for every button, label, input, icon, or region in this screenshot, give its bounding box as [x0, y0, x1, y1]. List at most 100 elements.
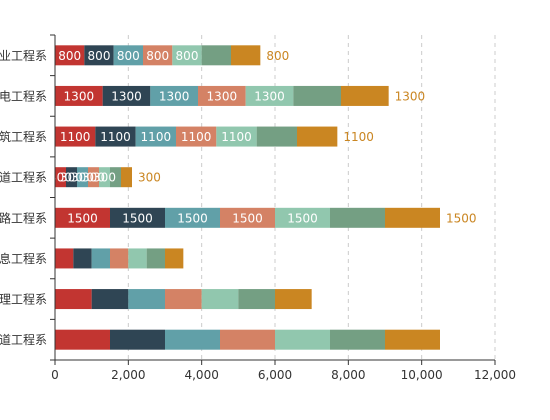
segment-label: 800	[117, 49, 140, 63]
bar-segment	[128, 289, 165, 310]
x-tick-label: 0	[51, 368, 59, 382]
bar-segment	[150, 85, 198, 106]
bar-segment	[238, 289, 275, 310]
y-tick-label: 路工程系	[0, 210, 47, 225]
x-tick-labels: 0 2,000 4,000 6,000 8,000 10,000 12,000	[51, 368, 516, 382]
bar-segment	[110, 207, 165, 228]
bar-segment	[220, 329, 275, 350]
bar-segment	[113, 45, 143, 66]
bar-segment	[201, 289, 239, 310]
segment-label: 1100	[181, 130, 212, 144]
end-labels: 1500 300 1100 1300 800	[138, 49, 477, 226]
bar-segment	[330, 329, 385, 350]
segment-label: 1300	[159, 89, 190, 103]
bar-segment	[135, 126, 176, 147]
bar-segment	[102, 85, 151, 106]
segment-label: 1300	[111, 89, 142, 103]
segment-label: 300	[93, 171, 116, 185]
end-label: 1100	[343, 130, 374, 144]
bar-segment	[66, 167, 77, 188]
x-tick-label: 12,000	[474, 368, 516, 382]
bar-segment	[143, 45, 173, 66]
y-tick-label: 道工程系	[0, 170, 47, 185]
bar-segment	[165, 207, 220, 228]
bar-segment	[95, 126, 136, 147]
bar-segment	[73, 248, 92, 269]
bar-segment	[110, 329, 165, 350]
bar-segment	[220, 207, 275, 228]
bar-segment	[297, 126, 338, 147]
y-tick-label: 业工程系	[0, 48, 47, 63]
bar-segment	[201, 45, 231, 66]
y-tick-label: 筑工程系	[0, 129, 47, 144]
bar-segment	[91, 289, 129, 310]
bar-segment	[146, 248, 165, 269]
bar-segment	[256, 126, 297, 147]
bar-segment	[99, 167, 110, 188]
end-label: 1300	[395, 89, 426, 103]
x-tick-label: 10,000	[401, 368, 443, 382]
bar-segment	[293, 85, 341, 106]
bar-segment	[55, 207, 110, 228]
segment-label: 800	[176, 49, 199, 63]
bar-segment	[165, 289, 202, 310]
segment-label: 800	[146, 49, 169, 63]
segment-label: 1100	[60, 130, 91, 144]
bar-segment	[341, 85, 389, 106]
end-label: 800	[266, 49, 289, 63]
segment-label: 1500	[232, 211, 263, 225]
segment-label: 300	[60, 171, 83, 185]
x-tick-label: 4,000	[184, 368, 218, 382]
segment-label: 1100	[100, 130, 131, 144]
bar-segment	[275, 289, 312, 310]
bar-segment	[275, 329, 330, 350]
bar-segment	[275, 207, 330, 228]
bar-segment	[88, 167, 99, 188]
y-tick-label: 电工程系	[0, 88, 47, 103]
axes	[50, 34, 496, 365]
bar-segment	[55, 45, 85, 66]
y-tick-label: 道工程系	[0, 332, 47, 347]
y-tick-label: 理工程系	[0, 292, 47, 307]
segment-label: 300	[82, 171, 105, 185]
bar-segment	[245, 85, 294, 106]
bar-segment	[385, 207, 440, 228]
x-tick-label: 8,000	[331, 368, 365, 382]
bar-segment	[176, 126, 217, 147]
segment-label: 1100	[221, 130, 252, 144]
bar-segment	[231, 45, 261, 66]
bar-segment	[385, 329, 440, 350]
bar-segment	[55, 167, 66, 188]
segment-label: 300	[71, 171, 94, 185]
bar-segment	[84, 45, 114, 66]
x-tick-label: 6,000	[258, 368, 292, 382]
bar-segment	[55, 289, 92, 310]
segment-label: 800	[58, 49, 81, 63]
segment-label: 1100	[141, 130, 172, 144]
segment-label: 800	[88, 49, 111, 63]
segment-label: 1500	[287, 211, 318, 225]
bar-segment	[165, 329, 220, 350]
bar-segment	[121, 167, 132, 188]
segment-label: 1300	[64, 89, 95, 103]
segment-label: 1500	[67, 211, 98, 225]
bar-segment	[55, 248, 74, 269]
y-tick-label: 息工程系	[0, 251, 47, 266]
segment-label: 1300	[254, 89, 285, 103]
bar-segment	[110, 167, 121, 188]
bar-segment	[330, 207, 385, 228]
bar-segment	[165, 248, 184, 269]
bar-segment	[110, 248, 129, 269]
bar-segment	[216, 126, 257, 147]
segment-label: 1300	[207, 89, 238, 103]
segment-label: 1500	[177, 211, 208, 225]
x-tick-label: 2,000	[111, 368, 145, 382]
end-label: 1500	[446, 211, 477, 225]
bar-segments	[55, 45, 440, 350]
bar-segment	[55, 329, 110, 350]
segment-label: 1500	[122, 211, 153, 225]
bar-segment	[55, 85, 103, 106]
bar-segment	[128, 248, 147, 269]
